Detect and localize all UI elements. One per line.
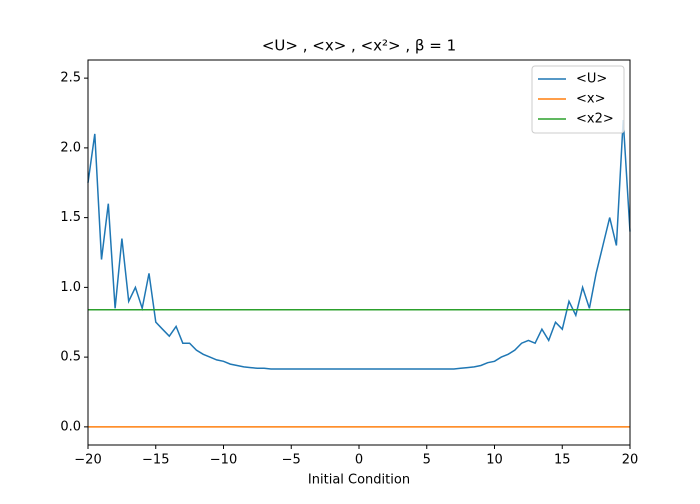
- x-tick-label: −10: [210, 453, 237, 468]
- x-tick-label: 0: [355, 453, 363, 468]
- x-tick-label: 10: [486, 453, 503, 468]
- y-tick-label: 1.5: [60, 210, 81, 225]
- x-tick-label: 20: [622, 453, 639, 468]
- legend-label: <x2>: [576, 112, 614, 127]
- plot-frame: [87, 59, 631, 446]
- x-tick-label: 5: [423, 453, 431, 468]
- y-tick-label: 0.0: [60, 419, 81, 434]
- legend-box: [531, 65, 625, 134]
- x-tick-label: −15: [142, 453, 169, 468]
- y-tick-label: 0.5: [60, 350, 81, 365]
- x-tick-label: −5: [282, 453, 301, 468]
- legend-label: <x>: [576, 92, 605, 107]
- x-tick-label: −20: [74, 453, 101, 468]
- x-axis-label: Initial Condition: [308, 473, 410, 488]
- x-tick-label: 15: [554, 453, 571, 468]
- y-tick-label: 1.0: [60, 280, 81, 295]
- legend-label: <U>: [576, 72, 607, 87]
- series-line: [87, 119, 631, 370]
- y-tick-label: 2.0: [60, 140, 81, 155]
- chart-title: <U> , <x> , <x²> , β = 1: [262, 37, 456, 55]
- y-tick-label: 2.5: [60, 71, 81, 86]
